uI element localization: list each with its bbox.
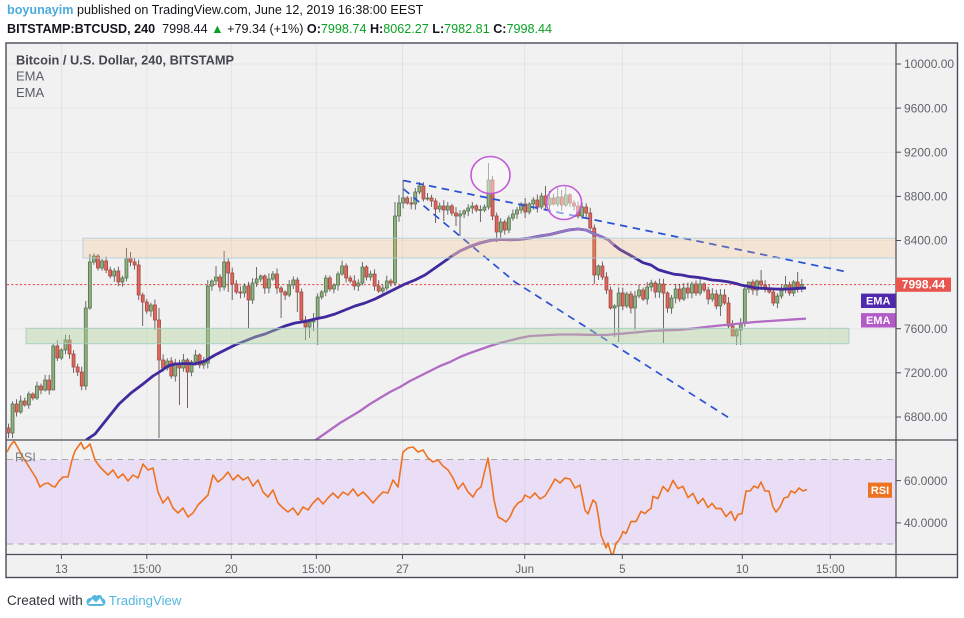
svg-text:15:00: 15:00 bbox=[816, 564, 845, 576]
svg-text:Jun: Jun bbox=[515, 564, 534, 576]
svg-text:15:00: 15:00 bbox=[132, 564, 161, 576]
svg-text:7998.44: 7998.44 bbox=[902, 277, 946, 291]
svg-text:EMA: EMA bbox=[866, 315, 891, 327]
svg-text:13: 13 bbox=[55, 564, 68, 576]
svg-text:EMA: EMA bbox=[866, 296, 891, 308]
svg-text:9600.00: 9600.00 bbox=[904, 101, 948, 115]
svg-text:60.0000: 60.0000 bbox=[904, 474, 948, 488]
svg-text:5: 5 bbox=[619, 564, 625, 576]
svg-text:RSI: RSI bbox=[15, 451, 36, 465]
svg-text:8400.00: 8400.00 bbox=[904, 234, 948, 248]
svg-text:9200.00: 9200.00 bbox=[904, 145, 948, 159]
svg-text:10000.00: 10000.00 bbox=[904, 57, 954, 71]
svg-text:40.0000: 40.0000 bbox=[904, 516, 948, 530]
svg-text:EMA: EMA bbox=[16, 69, 45, 84]
svg-text:EMA: EMA bbox=[16, 85, 45, 100]
svg-text:Bitcoin / U.S. Dollar, 240, BI: Bitcoin / U.S. Dollar, 240, BITSTAMP bbox=[16, 53, 235, 68]
svg-text:7600.00: 7600.00 bbox=[904, 322, 948, 336]
svg-text:15:00: 15:00 bbox=[302, 564, 331, 576]
svg-text:8800.00: 8800.00 bbox=[904, 190, 948, 204]
svg-text:27: 27 bbox=[396, 564, 409, 576]
svg-text:6800.00: 6800.00 bbox=[904, 410, 948, 424]
svg-text:10: 10 bbox=[736, 564, 749, 576]
svg-text:20: 20 bbox=[225, 564, 238, 576]
svg-text:RSI: RSI bbox=[871, 485, 889, 497]
svg-text:7200.00: 7200.00 bbox=[904, 366, 948, 380]
